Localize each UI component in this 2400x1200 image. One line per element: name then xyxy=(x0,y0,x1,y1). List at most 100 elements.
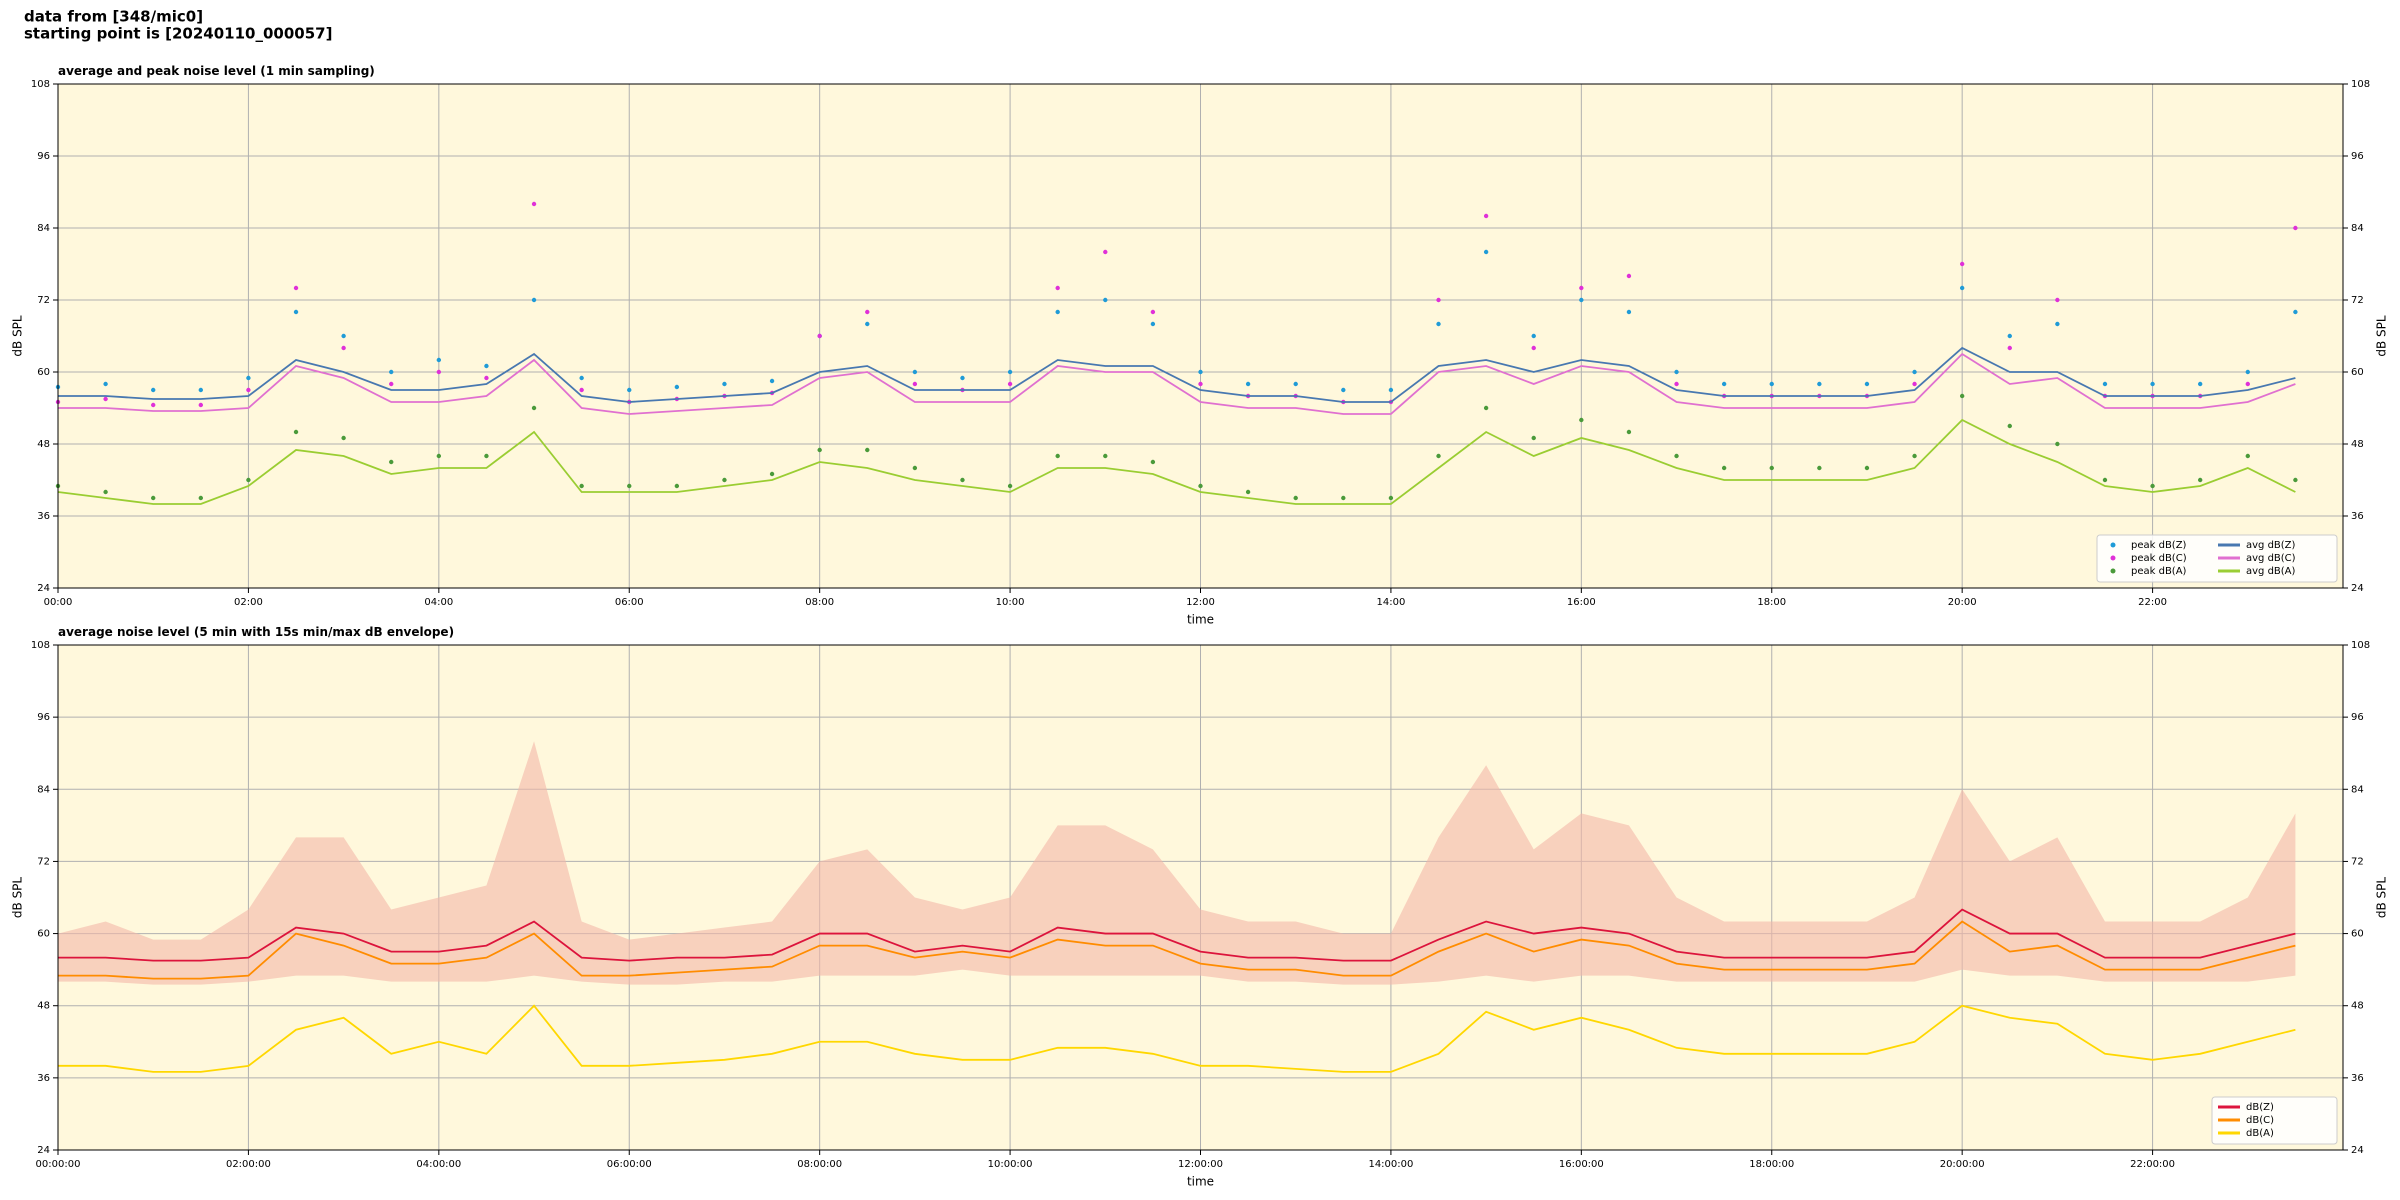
y-tick-label: 96 xyxy=(37,712,50,723)
peak-point xyxy=(436,369,442,375)
y-tick-label: 84 xyxy=(37,223,50,234)
x-tick-label: 02:00:00 xyxy=(226,1159,271,1170)
y2-tick-label: 48 xyxy=(2351,439,2364,450)
x-tick-label: 10:00 xyxy=(996,597,1025,608)
y2-tick-label: 24 xyxy=(2351,583,2364,594)
peak-point xyxy=(1674,453,1679,459)
peak-point xyxy=(436,453,442,459)
series-line xyxy=(58,908,2296,962)
source-title: data from [348/mic0] xyxy=(24,8,203,26)
peak-point xyxy=(769,378,775,384)
peak-point xyxy=(389,381,394,387)
legend-label: dB(A) xyxy=(2246,1128,2274,1139)
peak-point xyxy=(103,381,108,387)
peak-point xyxy=(960,477,965,483)
x-tick-label: 20:00 xyxy=(1948,597,1977,608)
peak-point xyxy=(1055,285,1060,291)
y-axis-label: dB SPL xyxy=(11,315,25,357)
peak-point xyxy=(1293,381,1298,387)
peak-point xyxy=(912,465,918,471)
peak-point xyxy=(341,333,346,339)
y-tick-label: 24 xyxy=(37,1145,50,1156)
peak-point xyxy=(151,402,156,408)
peak-point xyxy=(1007,381,1013,387)
peak-point xyxy=(817,333,822,339)
y-tick-label: 36 xyxy=(37,1073,50,1084)
peak-point xyxy=(246,387,251,393)
peak-point xyxy=(293,309,299,315)
chart-title: average noise level (5 min with 15s min/… xyxy=(58,625,454,639)
y-tick-label: 48 xyxy=(37,439,50,450)
series-line xyxy=(58,346,2296,403)
envelope-band xyxy=(58,741,2296,985)
plot-frame xyxy=(57,644,2344,1151)
peak-point xyxy=(722,381,727,387)
peak-point xyxy=(1007,483,1013,489)
x-tick-label: 16:00 xyxy=(1567,597,1596,608)
y2-tick-label: 36 xyxy=(2351,511,2364,522)
peak-point xyxy=(1912,453,1917,459)
x-tick-label: 08:00:00 xyxy=(797,1159,842,1170)
peak-point xyxy=(484,375,489,381)
x-axis-label: time xyxy=(1187,613,1214,627)
peak-point xyxy=(198,387,204,393)
peak-point xyxy=(579,387,584,393)
peak-point xyxy=(579,375,584,381)
peak-point xyxy=(1959,285,1965,291)
x-tick-label: 20:00:00 xyxy=(1940,1159,1985,1170)
x-tick-label: 04:00 xyxy=(424,597,453,608)
peak-point xyxy=(1436,321,1441,327)
peak-point xyxy=(1341,387,1346,393)
peak-point xyxy=(2245,381,2250,387)
peak-point xyxy=(627,387,632,393)
x-tick-label: 16:00:00 xyxy=(1559,1159,1604,1170)
peak-point xyxy=(389,459,394,465)
y2-tick-label: 108 xyxy=(2351,640,2370,651)
peak-point xyxy=(1103,453,1108,459)
peak-point xyxy=(1579,297,1584,303)
peak-point xyxy=(1055,309,1060,315)
y-tick-label: 72 xyxy=(37,856,50,867)
peak-point xyxy=(1864,381,1870,387)
peak-point xyxy=(722,477,727,483)
x-tick-label: 06:00:00 xyxy=(607,1159,652,1170)
peak-point xyxy=(1817,465,1822,471)
peak-point xyxy=(198,495,204,501)
peak-point xyxy=(2245,369,2250,375)
peak-point xyxy=(1769,381,1774,387)
legend-label: dB(C) xyxy=(2246,1115,2274,1126)
legend-label: avg dB(A) xyxy=(2246,566,2296,577)
y-tick-label: 96 xyxy=(37,151,50,162)
peak-point xyxy=(1293,495,1298,501)
legend-label: avg dB(C) xyxy=(2246,553,2296,564)
peak-point xyxy=(1817,381,1822,387)
x-tick-label: 04:00:00 xyxy=(416,1159,461,1170)
peak-point xyxy=(293,429,299,435)
legend-box xyxy=(2211,1096,2338,1145)
peak-point xyxy=(341,345,346,351)
legend-label: peak dB(A) xyxy=(2131,566,2187,577)
y-tick-label: 48 xyxy=(37,1001,50,1012)
x-tick-label: 00:00:00 xyxy=(36,1159,81,1170)
peak-point xyxy=(1245,381,1251,387)
y2-tick-label: 96 xyxy=(2351,712,2364,723)
peak-point xyxy=(1769,465,1774,471)
peak-point xyxy=(198,402,204,408)
peak-point xyxy=(1721,465,1727,471)
peak-point xyxy=(1674,381,1679,387)
legend-marker xyxy=(2110,568,2116,574)
x-tick-label: 22:00:00 xyxy=(2130,1159,2175,1170)
peak-point xyxy=(1103,297,1108,303)
peak-point xyxy=(484,453,489,459)
peak-point xyxy=(1198,381,1203,387)
peak-point xyxy=(1388,387,1394,393)
peak-point xyxy=(1864,465,1870,471)
x-tick-label: 12:00:00 xyxy=(1178,1159,1223,1170)
peak-point xyxy=(1198,369,1203,375)
y2-tick-label: 96 xyxy=(2351,151,2364,162)
y-tick-label: 108 xyxy=(31,79,50,90)
peak-point xyxy=(2007,423,2012,429)
peak-point xyxy=(1150,309,1156,315)
y2-tick-label: 24 xyxy=(2351,1145,2364,1156)
y-tick-label: 72 xyxy=(37,295,50,306)
